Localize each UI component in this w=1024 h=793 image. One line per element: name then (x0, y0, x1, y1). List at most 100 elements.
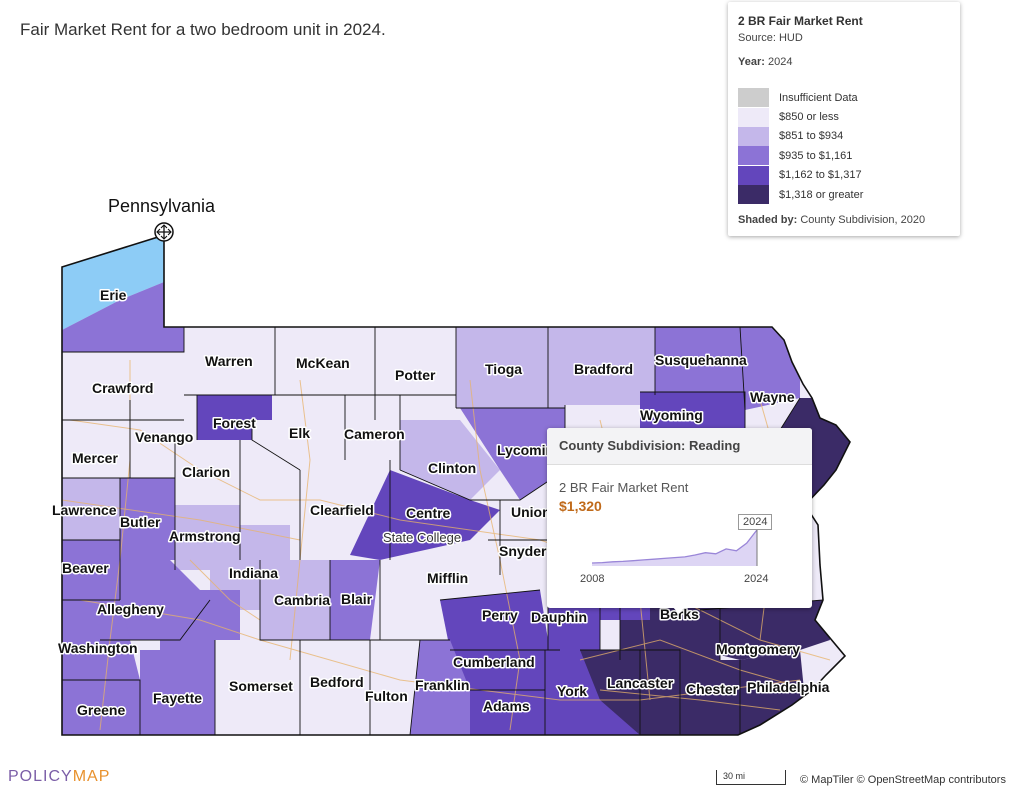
county-cameron[interactable] (345, 395, 400, 460)
county-forest[interactable] (197, 395, 272, 440)
county-fulton[interactable] (370, 640, 420, 735)
popup-year-badge: 2024 (738, 514, 773, 530)
county-label-cambria: Cambria (274, 592, 330, 608)
county-label-perry: Perry (482, 607, 518, 623)
county-label-beaver: Beaver (62, 560, 109, 576)
popup-value: $1,320 (559, 498, 602, 514)
county-centre[interactable] (350, 470, 500, 560)
county-label-butler: Butler (120, 514, 161, 530)
county-fayette[interactable] (140, 650, 215, 735)
county-susquehanna[interactable] (655, 327, 745, 395)
county-label-franklin: Franklin (415, 677, 469, 693)
county-chester[interactable] (680, 660, 740, 735)
legend-swatch (738, 165, 769, 185)
county-butler[interactable] (120, 478, 175, 560)
county-label-potter: Potter (395, 367, 436, 383)
county-label-crawford: Crawford (92, 380, 153, 396)
county-label-fayette: Fayette (153, 690, 202, 706)
county-label-blair: Blair (341, 591, 373, 607)
popup-metric: 2 BR Fair Market Rent (559, 480, 689, 495)
county-label-bedford: Bedford (310, 674, 364, 690)
legend-item-label: $851 to $934 (779, 130, 844, 143)
county-wayne[interactable] (740, 327, 800, 410)
trend-sparkline (591, 528, 758, 566)
county-erie[interactable] (62, 282, 184, 352)
county-label-mckean: McKean (296, 355, 350, 371)
legend-swatch (738, 185, 769, 205)
legend-shaded-by: Shaded by: County Subdivision, 2020 (738, 214, 925, 226)
county-label-forest: Forest (213, 415, 256, 431)
county-perry[interactable] (440, 590, 548, 650)
county-cumberland[interactable] (450, 640, 560, 690)
legend-item: $851 to $934 (738, 126, 863, 146)
county-tioga[interactable] (456, 327, 548, 408)
logo-part1: POLICY (8, 768, 73, 785)
county-elk[interactable] (252, 395, 345, 470)
lake-erie (62, 232, 164, 330)
logo-part2: MAP (72, 768, 111, 785)
county-wyoming[interactable] (640, 392, 745, 432)
legend-item-label: $1,162 to $1,317 (779, 169, 862, 182)
county-label-centre: Centre (406, 505, 451, 521)
policymap-logo[interactable]: POLICYMAP (8, 768, 110, 786)
county-label-mercer: Mercer (72, 450, 118, 466)
county-greene[interactable] (62, 680, 140, 735)
legend-year-label: Year: (738, 56, 765, 68)
scale-bar: 30 mi (716, 770, 786, 785)
county-snyder[interactable] (488, 540, 548, 575)
legend-swatch (738, 107, 769, 127)
state-label: Pennsylvania (108, 196, 216, 216)
map-title: Fair Market Rent for a two bedroom unit … (20, 20, 386, 39)
map-attribution[interactable]: © MapTiler © OpenStreetMap contributors (800, 774, 1006, 786)
county-clarion[interactable] (175, 440, 240, 505)
county-label-cameron: Cameron (344, 426, 405, 442)
county-union[interactable] (500, 500, 548, 540)
popup-start-year: 2008 (580, 573, 605, 585)
county-sullivan[interactable] (565, 405, 640, 432)
county-label-philadelphia: Philadelphia (747, 679, 830, 695)
sparkline-area (592, 529, 757, 566)
county-lycoming[interactable] (460, 408, 565, 500)
legend-item: $935 to $1,161 (738, 146, 863, 166)
county-montgomery[interactable] (700, 600, 830, 660)
legend-panel: 2 BR Fair Market Rent Source: HUD Year: … (728, 2, 960, 236)
county-bradford[interactable] (548, 327, 655, 408)
county-delaware-philadelphia[interactable] (740, 650, 805, 735)
legend-item: $1,162 to $1,317 (738, 165, 863, 185)
popup-pointer (672, 606, 686, 614)
county-label-tioga: Tioga (485, 361, 522, 377)
county-label-adams: Adams (483, 698, 530, 714)
county-lawrence[interactable] (62, 478, 120, 540)
legend-item: $1,318 or greater (738, 185, 863, 205)
legend-swatch (738, 146, 769, 166)
county-label-dauphin: Dauphin (531, 609, 587, 625)
county-somerset[interactable] (215, 640, 300, 735)
county-huntingdon[interactable] (380, 560, 450, 640)
legend-item-label: $935 to $1,161 (779, 149, 853, 162)
county-bedford[interactable] (300, 640, 370, 735)
county-popup[interactable]: County Subdivision: Reading 2 BR Fair Ma… (547, 428, 812, 608)
county-clinton[interactable] (400, 420, 500, 500)
legend-year: Year: 2024 (738, 56, 792, 68)
county-label-somerset: Somerset (229, 678, 293, 694)
county-mifflin[interactable] (420, 545, 520, 610)
move-handle-icon[interactable] (154, 222, 174, 242)
county-label-montgomery: Montgomery (716, 641, 800, 657)
county-blair[interactable] (330, 560, 380, 640)
county-label-clearfield: Clearfield (310, 502, 374, 518)
county-label-berks: Berks (660, 606, 699, 622)
county-adams[interactable] (470, 690, 545, 735)
county-label-clinton: Clinton (428, 460, 476, 476)
county-cambria[interactable] (260, 560, 330, 640)
county-label-venango: Venango (135, 429, 193, 445)
county-mercer[interactable] (62, 420, 130, 478)
county-warren[interactable] (184, 327, 275, 395)
county-label-lycoming: Lycoming (497, 442, 563, 458)
county-label-clarion: Clarion (182, 464, 230, 480)
county-mckean[interactable] (275, 327, 375, 395)
county-label-chester: Chester (686, 681, 739, 697)
legend-item-label: $850 or less (779, 111, 839, 124)
county-label-armstrong: Armstrong (169, 528, 241, 544)
legend-item-label: Insufficient Data (779, 91, 858, 104)
